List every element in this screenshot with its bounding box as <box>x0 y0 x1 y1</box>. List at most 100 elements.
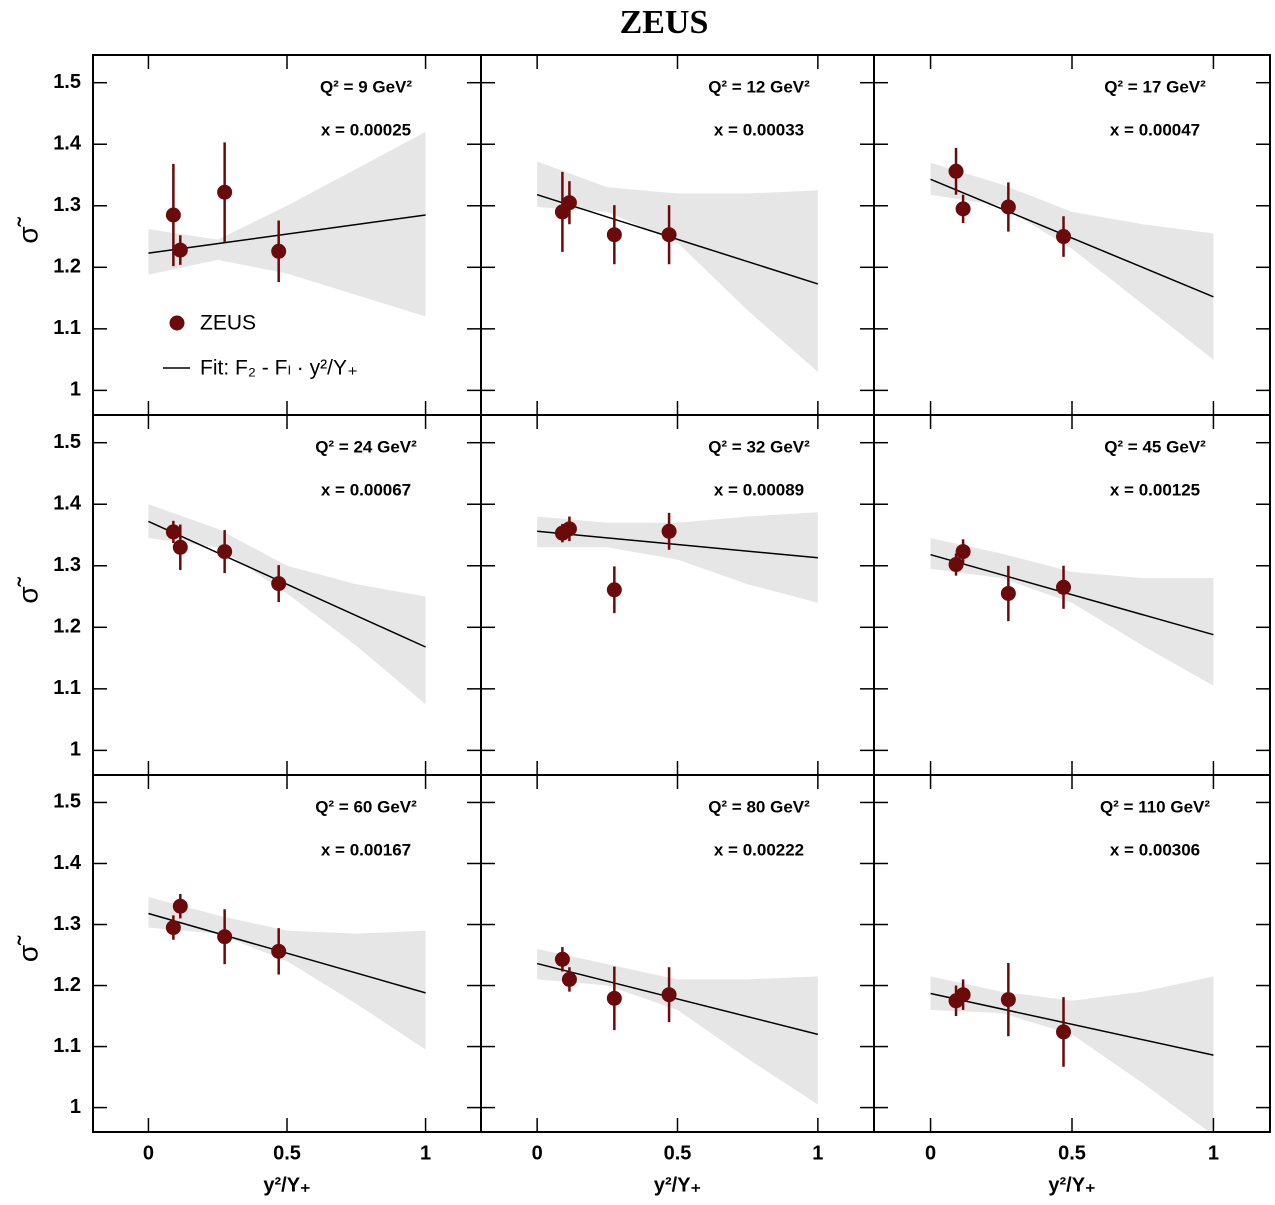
y-tick-label: 1.5 <box>53 791 81 813</box>
fit-band <box>148 504 426 705</box>
panel <box>930 962 1214 1132</box>
data-point <box>561 521 577 537</box>
annotation: x = 0.00067 <box>321 480 411 499</box>
fit-band <box>537 948 818 1105</box>
y-tick-label: 1.2 <box>53 974 81 996</box>
y-tick-label: 1.1 <box>53 1035 81 1057</box>
y-tick-label: 1 <box>70 1096 81 1118</box>
data-point <box>948 557 964 573</box>
fit-band <box>537 512 818 603</box>
data-point <box>661 987 677 1003</box>
legend-label: Fit: F₂ - Fₗ · y²/Y₊ <box>200 357 358 380</box>
x-tick-label: 0.5 <box>1058 1142 1086 1164</box>
fit-band <box>148 131 426 317</box>
x-axis-label: y²/Y₊ <box>654 1174 701 1196</box>
panel <box>148 504 426 705</box>
data-point <box>1000 992 1016 1008</box>
panel-frame <box>92 414 482 776</box>
data-point <box>165 920 181 936</box>
x-tick-label: 1 <box>420 1142 431 1164</box>
data-point <box>217 544 233 560</box>
data-point <box>271 943 287 959</box>
annotation: Q² = 17 GeV² <box>1104 77 1206 96</box>
fit-band <box>930 538 1214 686</box>
annotation: x = 0.00222 <box>714 840 804 859</box>
data-point <box>561 971 577 987</box>
y-axis-label: σ̃ <box>12 216 43 243</box>
annotation: x = 0.00025 <box>321 120 411 139</box>
fit-line <box>536 962 819 1036</box>
data-point <box>165 524 181 540</box>
y-tick-label: 1.2 <box>53 616 81 638</box>
y-tick-label: 1.5 <box>53 431 81 453</box>
panel <box>536 947 819 1105</box>
fit-band <box>537 161 818 372</box>
x-tick-label: 1 <box>812 1142 823 1164</box>
fit-band <box>930 976 1214 1132</box>
annotation: Q² = 45 GeV² <box>1104 437 1206 456</box>
data-point <box>1056 1024 1072 1040</box>
y-tick-label: 1.3 <box>53 554 81 576</box>
data-point <box>217 929 233 945</box>
annotation: Q² = 60 GeV² <box>315 797 417 816</box>
annotation: x = 0.00033 <box>714 120 804 139</box>
y-tick-label: 1.2 <box>53 256 81 278</box>
x-axis-label: y²/Y₊ <box>263 1174 310 1196</box>
data-point <box>165 207 181 223</box>
y-tick-label: 1 <box>70 379 81 401</box>
y-tick-label: 1.1 <box>53 317 81 339</box>
panel <box>536 161 819 372</box>
fit-band <box>148 897 426 1050</box>
data-point <box>606 990 622 1006</box>
data-point <box>1056 579 1072 595</box>
y-tick-label: 1.4 <box>53 493 82 515</box>
data-point <box>606 227 622 243</box>
data-point <box>661 523 677 539</box>
panel <box>148 894 426 1050</box>
data-point <box>172 539 188 555</box>
annotation: Q² = 24 GeV² <box>315 437 417 456</box>
data-point <box>172 242 188 258</box>
legend-marker <box>169 315 185 331</box>
data-point <box>955 201 971 217</box>
data-point <box>172 898 188 914</box>
data-point <box>554 951 570 967</box>
x-tick-label: 0.5 <box>273 1142 301 1164</box>
annotation: Q² = 9 GeV² <box>320 77 412 96</box>
panel <box>148 131 426 317</box>
data-point <box>271 243 287 259</box>
y-tick-label: 1 <box>70 739 81 761</box>
annotation: Q² = 80 GeV² <box>708 797 810 816</box>
data-point <box>217 184 233 200</box>
chart-title: ZEUS <box>620 4 709 41</box>
annotation: x = 0.00167 <box>321 840 411 859</box>
x-axis-label: y²/Y₊ <box>1048 1174 1095 1196</box>
data-point <box>1000 199 1016 215</box>
data-point <box>1056 229 1072 245</box>
fit-band <box>930 162 1214 360</box>
fit-line <box>930 992 1214 1056</box>
data-point <box>661 227 677 243</box>
y-tick-label: 1.3 <box>53 194 81 216</box>
y-tick-label: 1.4 <box>53 133 82 155</box>
fit-line <box>930 178 1214 298</box>
data-point <box>606 582 622 598</box>
y-tick-label: 1.1 <box>53 677 81 699</box>
fit-line <box>148 214 426 254</box>
annotation: x = 0.00047 <box>1110 120 1200 139</box>
legend-label: ZEUS <box>200 312 256 335</box>
annotation: x = 0.00125 <box>1110 480 1200 499</box>
annotation: Q² = 32 GeV² <box>708 437 810 456</box>
data-point <box>271 576 287 592</box>
x-tick-label: 1 <box>1208 1142 1219 1164</box>
panel <box>930 147 1214 360</box>
x-tick-label: 0 <box>532 1142 543 1164</box>
data-point <box>561 195 577 211</box>
data-point <box>955 544 971 560</box>
data-point <box>948 163 964 179</box>
annotation: x = 0.00089 <box>714 480 804 499</box>
annotation: Q² = 12 GeV² <box>708 77 810 96</box>
y-tick-label: 1.4 <box>53 852 82 874</box>
fit-line <box>930 553 1214 636</box>
